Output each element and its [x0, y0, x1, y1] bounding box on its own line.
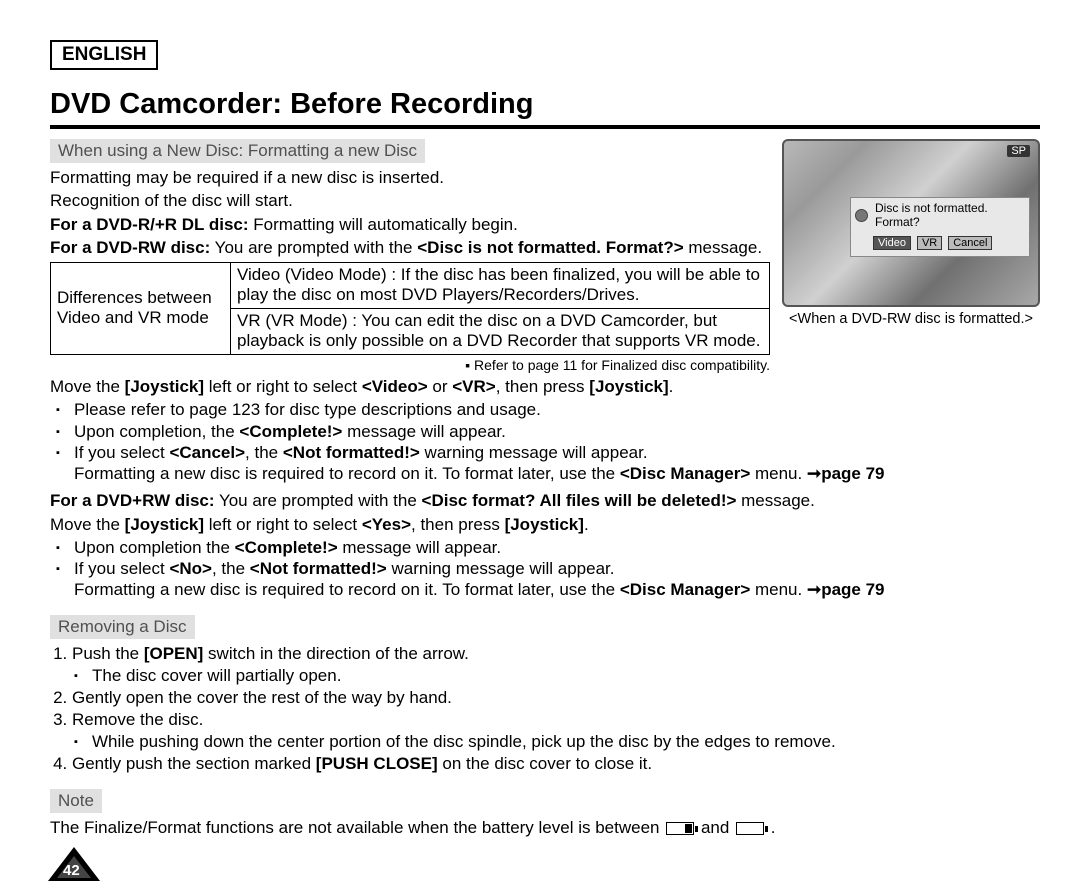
- battery-icon-partial: [666, 822, 694, 835]
- dvdrw-line: For a DVD-RW disc: You are prompted with…: [50, 237, 770, 258]
- section-header-removing: Removing a Disc: [50, 615, 195, 639]
- diff-table: Differences between Video and VR mode Vi…: [50, 262, 770, 355]
- language-badge: ENGLISH: [50, 40, 158, 70]
- bullets-2: Upon completion the <Complete!> message …: [50, 537, 1040, 601]
- bullets-1: Please refer to page 123 for disc type d…: [50, 399, 1040, 484]
- diff-video: Video (Video Mode) : If the disc has bee…: [231, 263, 770, 309]
- move-joystick-1: Move the [Joystick] left or right to sel…: [50, 376, 1040, 397]
- battery-icon-empty: [736, 822, 764, 835]
- dialog-line2: Format?: [875, 215, 988, 229]
- dvdrw-tail: message.: [684, 238, 762, 257]
- sp-badge: SP: [1007, 145, 1030, 157]
- step-3: Remove the disc. While pushing down the …: [72, 709, 1040, 753]
- dvdrw-text1: You are prompted with the: [210, 238, 417, 257]
- bullet-cancel: If you select <Cancel>, the <Not formatt…: [74, 442, 1040, 485]
- table-footnote: ▪ Refer to page 11 for Finalized disc co…: [50, 357, 770, 375]
- step-1-sub: The disc cover will partially open.: [92, 665, 1040, 687]
- intro-line2: Recognition of the disc will start.: [50, 190, 770, 211]
- dvdr-prefix: For a DVD-R/+R DL disc:: [50, 215, 249, 234]
- page-title: DVD Camcorder: Before Recording: [50, 88, 1040, 129]
- step-1: Push the [OPEN] switch in the direction …: [72, 643, 1040, 687]
- dvdr-line: For a DVD-R/+R DL disc: Formatting will …: [50, 214, 770, 235]
- dvdprw-line: For a DVD+RW disc: You are prompted with…: [50, 490, 1040, 511]
- diff-left1: Differences between: [57, 288, 212, 307]
- screenshot-caption: <When a DVD-RW disc is formatted.>: [782, 311, 1040, 327]
- disc-icon: [855, 209, 868, 222]
- step-4: Gently push the section marked [PUSH CLO…: [72, 753, 1040, 775]
- arrow-icon: ➞page 79: [807, 464, 885, 483]
- step-3-sub: While pushing down the center portion of…: [92, 731, 1040, 753]
- section-header-formatting: When using a New Disc: Formatting a new …: [50, 139, 425, 163]
- removing-steps: Push the [OPEN] switch in the direction …: [50, 643, 1040, 776]
- dialog-btn-vr: VR: [917, 236, 942, 250]
- section-header-note: Note: [50, 789, 102, 813]
- bullet-complete1: Upon completion, the <Complete!> message…: [74, 421, 1040, 442]
- dvdrw-msg: <Disc is not formatted. Format?>: [417, 238, 683, 257]
- step-2: Gently open the cover the rest of the wa…: [72, 687, 1040, 709]
- diff-vr: VR (VR Mode) : You can edit the disc on …: [231, 308, 770, 354]
- move-joystick-2: Move the [Joystick] left or right to sel…: [50, 514, 1040, 535]
- note-text: The Finalize/Format functions are not av…: [50, 817, 1040, 838]
- lcd-screenshot: SP Disc is not formatted. Format? Video …: [782, 139, 1040, 307]
- dvdr-text: Formatting will automatically begin.: [249, 215, 518, 234]
- screenshot-col: SP Disc is not formatted. Format? Video …: [782, 139, 1040, 327]
- bullet-complete2: Upon completion the <Complete!> message …: [74, 537, 1040, 558]
- diff-left2: Video and VR mode: [57, 308, 209, 327]
- intro-line1: Formatting may be required if a new disc…: [50, 167, 770, 188]
- bullet-page123: Please refer to page 123 for disc type d…: [74, 399, 1040, 420]
- dvdrw-prefix: For a DVD-RW disc:: [50, 238, 210, 257]
- format-dialog: Disc is not formatted. Format? Video VR …: [850, 197, 1030, 257]
- bullet-no: If you select <No>, the <Not formatted!>…: [74, 558, 1040, 601]
- dialog-btn-cancel: Cancel: [948, 236, 992, 250]
- dialog-line1: Disc is not formatted.: [875, 201, 988, 215]
- dialog-btn-video: Video: [873, 236, 911, 250]
- arrow-icon: ➞page 79: [807, 580, 885, 599]
